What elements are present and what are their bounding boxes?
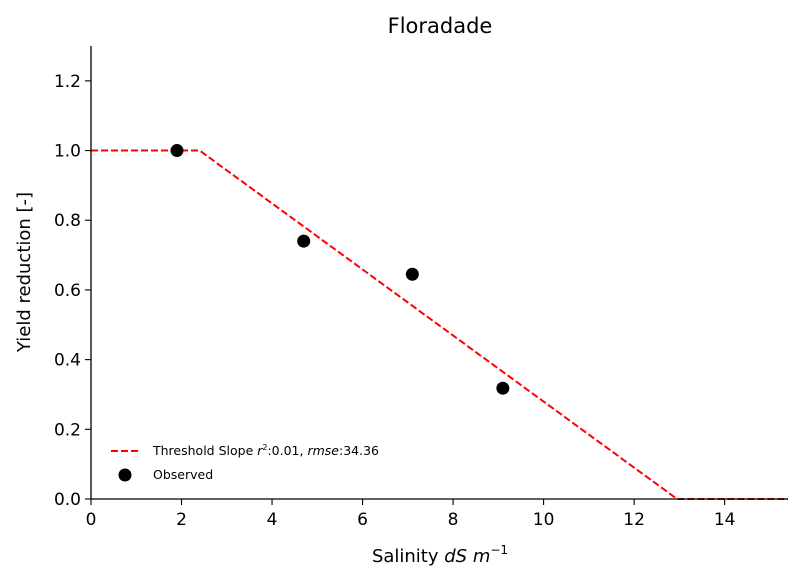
y-tick-label: 1.2 <box>54 72 81 92</box>
y-axis-label: Yield reduction [-] <box>14 192 35 353</box>
x-axis-label-unit: dS m <box>444 546 490 567</box>
y-tick-label: 1.0 <box>54 142 81 162</box>
legend-rmse-value: :34.36 <box>339 443 379 458</box>
y-tick-label: 0.8 <box>54 211 81 231</box>
legend: Threshold Slope r2:0.01, rmse:34.36 Obse… <box>111 443 379 482</box>
legend-rmse-symbol: rmse <box>307 443 339 458</box>
y-tick-label: 0.2 <box>54 420 81 440</box>
legend-observed-marker <box>118 468 132 482</box>
legend-observed-label: Observed <box>153 467 213 482</box>
observed-point <box>496 381 510 395</box>
y-axis-ticks: 0.0 0.2 0.4 0.6 0.8 1.0 1.2 <box>54 72 91 510</box>
legend-fit-prefix: Threshold Slope <box>152 443 257 458</box>
y-tick-label: 0.4 <box>54 351 81 371</box>
observed-point <box>170 144 184 158</box>
x-axis-label-exponent: −1 <box>490 543 508 557</box>
observed-point <box>405 267 419 281</box>
legend-r2-value: :0.01, <box>267 443 307 458</box>
x-tick-label: 6 <box>357 510 368 530</box>
observed-point <box>297 234 311 248</box>
legend-r2-exponent: 2 <box>262 443 267 452</box>
x-axis-ticks: 0 2 4 6 8 10 12 14 <box>86 499 736 530</box>
legend-fit-label: Threshold Slope r2:0.01, rmse:34.36 <box>152 443 379 458</box>
x-tick-label: 12 <box>623 510 645 530</box>
y-tick-label: 0.0 <box>54 490 81 510</box>
legend-r2-symbol: r <box>257 443 263 458</box>
x-axis-label: Salinity dS m−1 <box>372 543 508 567</box>
chart-title: Floradade <box>388 14 493 38</box>
y-tick-label: 0.6 <box>54 281 81 301</box>
x-axis-label-prefix: Salinity <box>372 546 444 567</box>
x-tick-label: 0 <box>86 510 97 530</box>
x-tick-label: 10 <box>533 510 555 530</box>
x-tick-label: 4 <box>267 510 278 530</box>
x-tick-label: 8 <box>448 510 459 530</box>
x-tick-label: 2 <box>176 510 187 530</box>
x-tick-label: 14 <box>714 510 736 530</box>
